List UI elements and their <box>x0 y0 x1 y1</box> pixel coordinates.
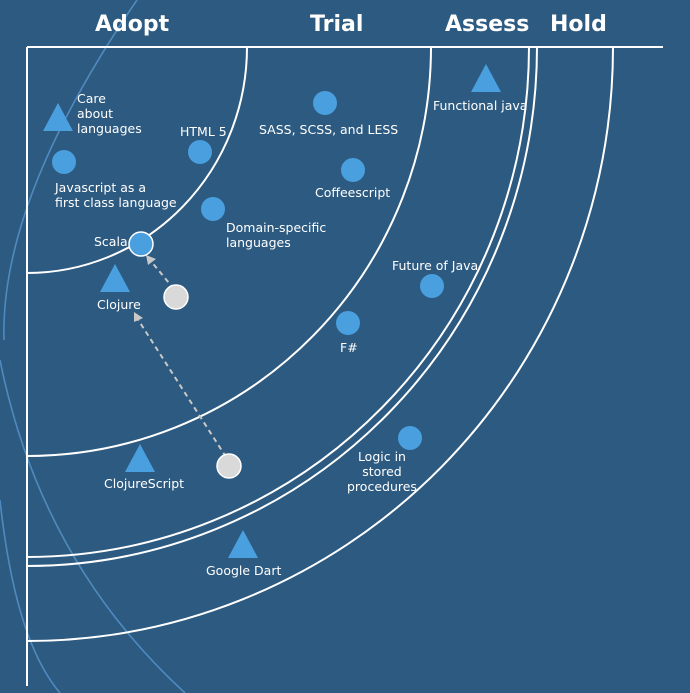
arrow-heads <box>134 255 156 322</box>
javascript-first-class-blip[interactable] <box>52 150 76 174</box>
clojurescript-label: ClojureScript <box>104 476 185 491</box>
clojure-label: Clojure <box>97 297 141 312</box>
coffeescript-label: Coffeescript <box>315 185 391 200</box>
previous-positions <box>163 284 242 479</box>
scala-movement-arrow <box>149 259 175 290</box>
f-sharp-label: F# <box>340 340 358 355</box>
movement-arrows <box>136 259 227 458</box>
sass-scss-less-blip[interactable] <box>313 91 337 115</box>
html5-label: HTML 5 <box>180 124 227 139</box>
assess-ring-arc <box>26 46 530 558</box>
logic-in-stored-procedures-blip[interactable] <box>398 426 422 450</box>
blips <box>43 64 501 558</box>
scala-previous-position <box>163 284 189 310</box>
functional-java-blip[interactable] <box>471 64 501 92</box>
ring-label-assess: Assess <box>445 12 530 37</box>
clojurescript-blip[interactable] <box>125 444 155 472</box>
decor-arc <box>3 0 138 341</box>
scala-blip[interactable] <box>128 231 154 257</box>
clojure-blip[interactable] <box>100 264 130 292</box>
scala-label: Scala <box>94 234 128 249</box>
f-sharp-blip[interactable] <box>336 311 360 335</box>
clojure-previous-position <box>216 453 242 479</box>
google-dart-label: Google Dart <box>206 563 282 578</box>
hold-ring-arc <box>26 46 614 642</box>
javascript-first-class-label: Javascript as a first class language <box>55 180 177 210</box>
functional-java-label: Functional java <box>433 98 528 113</box>
sass-scss-less-label: SASS, SCSS, and LESS <box>259 122 399 137</box>
ring-label-adopt: Adopt <box>95 12 170 37</box>
logic-in-stored-procedures-label: Logic in stored procedures <box>347 449 417 494</box>
arrow-head <box>134 312 143 322</box>
domain-specific-languages-blip[interactable] <box>201 197 225 221</box>
arrow-head <box>146 255 156 265</box>
domain-specific-languages-label: Domain-specific languages <box>226 220 327 250</box>
future-of-java-blip[interactable] <box>420 274 444 298</box>
adopt-ring-arc <box>26 46 248 274</box>
decor-arc <box>0 499 61 693</box>
decor-arc <box>0 359 186 693</box>
care-about-languages-label: Care about languages <box>77 91 142 136</box>
trial-ring-arc <box>26 46 432 457</box>
ring-label-hold: Hold <box>550 12 607 37</box>
google-dart-blip[interactable] <box>228 530 258 558</box>
care-about-languages-blip[interactable] <box>43 103 73 131</box>
ring-label-trial: Trial <box>310 12 364 37</box>
radar-grid <box>26 46 663 686</box>
html5-blip[interactable] <box>188 140 212 164</box>
background-arcs <box>0 0 186 693</box>
clojure-movement-arrow <box>136 317 227 458</box>
assess-ring-arc-double <box>26 46 538 567</box>
future-of-java-label: Future of Java <box>392 258 479 273</box>
coffeescript-blip[interactable] <box>341 158 365 182</box>
